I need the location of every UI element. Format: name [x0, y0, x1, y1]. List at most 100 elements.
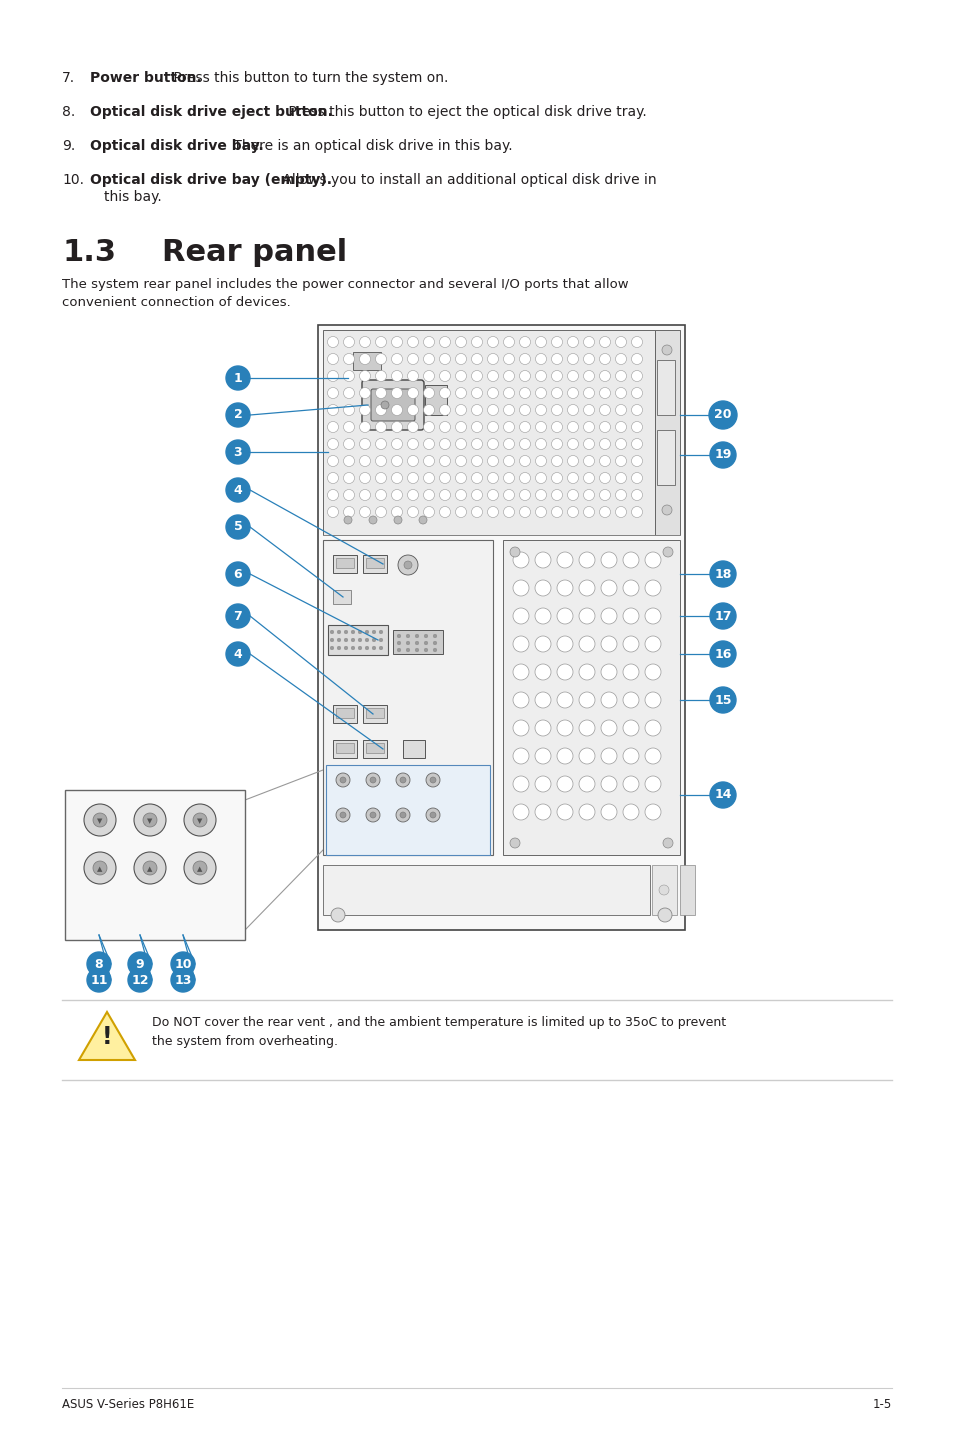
Circle shape: [433, 641, 436, 644]
Circle shape: [583, 404, 594, 416]
Circle shape: [615, 456, 626, 466]
Text: Press this button to eject the optical disk drive tray.: Press this button to eject the optical d…: [283, 105, 646, 119]
Circle shape: [535, 580, 551, 595]
Text: Rear panel: Rear panel: [162, 239, 347, 267]
Circle shape: [391, 506, 402, 518]
Circle shape: [471, 489, 482, 500]
Circle shape: [510, 546, 519, 557]
Circle shape: [622, 692, 639, 707]
Circle shape: [372, 638, 375, 641]
Text: ▼: ▼: [97, 818, 103, 824]
Circle shape: [471, 387, 482, 398]
Bar: [333, 590, 351, 604]
Circle shape: [622, 664, 639, 680]
Circle shape: [503, 506, 514, 518]
Circle shape: [600, 777, 617, 792]
Circle shape: [709, 687, 735, 713]
Circle shape: [567, 404, 578, 416]
Circle shape: [455, 354, 466, 364]
Circle shape: [510, 838, 519, 848]
Circle shape: [622, 580, 639, 595]
Circle shape: [622, 748, 639, 764]
Circle shape: [336, 638, 340, 641]
Circle shape: [423, 506, 434, 518]
Circle shape: [92, 812, 107, 827]
Circle shape: [519, 473, 530, 483]
Circle shape: [513, 804, 529, 820]
Bar: [353, 352, 380, 370]
Circle shape: [407, 371, 418, 381]
Text: convenient connection of devices.: convenient connection of devices.: [62, 296, 291, 309]
Circle shape: [622, 720, 639, 736]
Circle shape: [535, 748, 551, 764]
Circle shape: [433, 649, 436, 651]
Circle shape: [535, 608, 551, 624]
Circle shape: [644, 636, 660, 651]
Circle shape: [615, 506, 626, 518]
Circle shape: [583, 421, 594, 433]
Circle shape: [598, 354, 610, 364]
Circle shape: [359, 473, 370, 483]
Circle shape: [487, 473, 498, 483]
Circle shape: [567, 506, 578, 518]
Circle shape: [430, 777, 436, 784]
Bar: [333, 555, 356, 572]
Circle shape: [335, 774, 350, 787]
Circle shape: [583, 456, 594, 466]
Circle shape: [583, 354, 594, 364]
Circle shape: [372, 646, 375, 650]
Circle shape: [226, 562, 250, 587]
Circle shape: [600, 720, 617, 736]
Circle shape: [391, 336, 402, 348]
Circle shape: [615, 489, 626, 500]
Circle shape: [503, 456, 514, 466]
Circle shape: [327, 354, 338, 364]
Circle shape: [375, 473, 386, 483]
Bar: [363, 705, 387, 723]
Circle shape: [513, 608, 529, 624]
Circle shape: [519, 404, 530, 416]
Text: 15: 15: [714, 693, 731, 706]
Circle shape: [339, 812, 346, 818]
Circle shape: [330, 630, 334, 634]
Circle shape: [365, 646, 369, 650]
Circle shape: [406, 649, 410, 651]
Circle shape: [439, 489, 450, 500]
Circle shape: [557, 608, 573, 624]
Circle shape: [84, 804, 116, 835]
Circle shape: [503, 489, 514, 500]
Circle shape: [143, 861, 157, 874]
Circle shape: [631, 506, 641, 518]
Bar: [323, 866, 649, 915]
Circle shape: [551, 473, 562, 483]
Text: 10.: 10.: [62, 173, 84, 187]
Circle shape: [709, 603, 735, 628]
Text: 11: 11: [91, 974, 108, 986]
Circle shape: [519, 371, 530, 381]
Circle shape: [344, 516, 352, 523]
Bar: [502, 541, 679, 856]
Circle shape: [615, 473, 626, 483]
Circle shape: [226, 604, 250, 628]
Circle shape: [391, 387, 402, 398]
Circle shape: [535, 777, 551, 792]
Bar: [335, 558, 354, 568]
Circle shape: [487, 336, 498, 348]
Circle shape: [615, 387, 626, 398]
Text: 8: 8: [94, 958, 103, 971]
Circle shape: [631, 371, 641, 381]
Circle shape: [661, 345, 671, 355]
Circle shape: [343, 336, 355, 348]
Circle shape: [343, 456, 355, 466]
Circle shape: [391, 439, 402, 450]
Circle shape: [503, 404, 514, 416]
Circle shape: [519, 421, 530, 433]
Circle shape: [471, 456, 482, 466]
Circle shape: [455, 387, 466, 398]
Circle shape: [644, 804, 660, 820]
Bar: [657, 430, 675, 485]
Circle shape: [423, 354, 434, 364]
Circle shape: [344, 638, 348, 641]
Bar: [657, 360, 675, 416]
Circle shape: [327, 387, 338, 398]
